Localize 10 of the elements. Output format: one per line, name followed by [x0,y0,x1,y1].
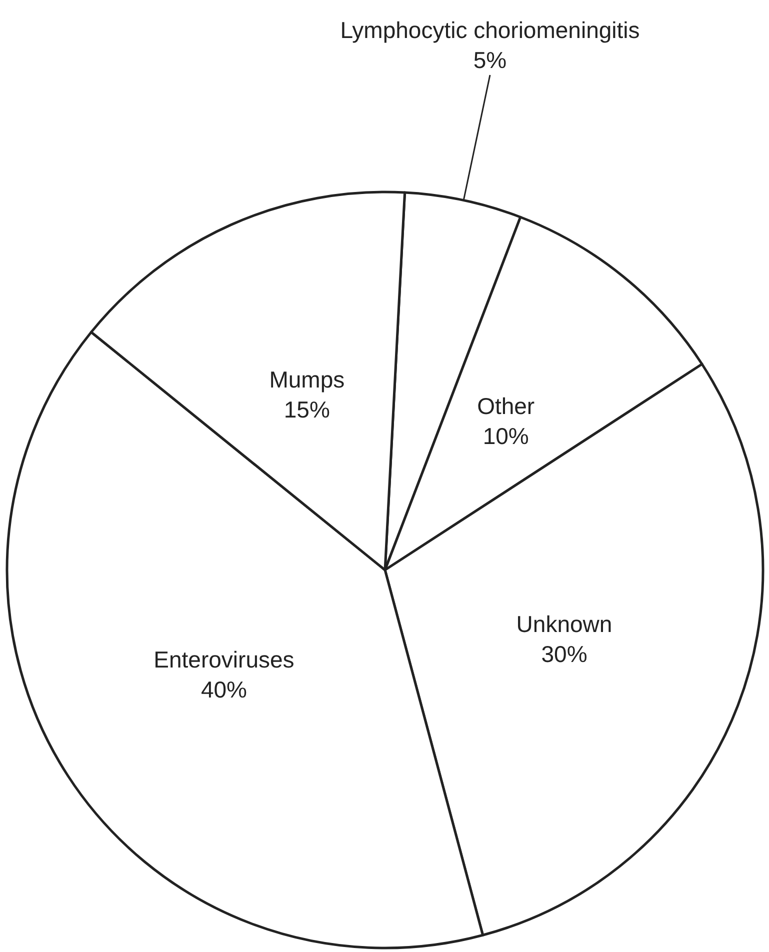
slice-label: Mumps [269,366,345,393]
data-label: 5% [473,47,507,73]
slice-label: Enteroviruses [154,646,294,673]
slice-label: Unknown [516,610,612,637]
slice-label: Lymphocytic choriomeningitis [340,17,640,43]
data-label: 40% [200,676,247,703]
data-label: 10% [482,422,529,449]
slice-label: Other [477,392,535,419]
data-label: 30% [541,640,588,667]
data-label: 15% [284,396,330,423]
